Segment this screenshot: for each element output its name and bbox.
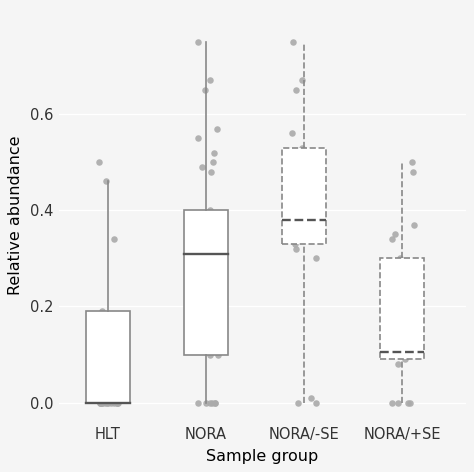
Point <box>394 399 402 406</box>
Point <box>95 159 103 166</box>
Point <box>209 399 216 406</box>
Point <box>398 346 406 354</box>
Point <box>102 177 110 185</box>
Point <box>310 230 318 238</box>
Point <box>307 394 315 402</box>
Point <box>208 250 216 257</box>
Point <box>207 226 214 233</box>
Point <box>312 399 319 406</box>
Point <box>190 278 198 286</box>
Point <box>113 399 121 406</box>
Point <box>115 399 122 406</box>
Point <box>206 76 214 84</box>
Point <box>99 399 106 406</box>
Bar <box>86 311 130 403</box>
Bar <box>282 148 326 244</box>
Point <box>388 236 396 243</box>
Point <box>97 399 104 406</box>
Point <box>304 159 312 166</box>
Point <box>290 202 297 209</box>
Point <box>298 144 306 152</box>
Point <box>294 399 302 406</box>
Point <box>396 254 404 262</box>
Y-axis label: Relative abundance: Relative abundance <box>9 135 23 295</box>
Point <box>403 341 411 349</box>
Point <box>93 375 101 382</box>
Point <box>202 399 210 406</box>
Point <box>410 298 418 305</box>
Point <box>297 163 305 171</box>
Point <box>288 130 296 137</box>
Point <box>206 399 213 406</box>
Point <box>213 125 221 132</box>
Point <box>198 163 206 171</box>
Point <box>206 351 214 358</box>
Point <box>291 240 298 248</box>
Point <box>391 230 399 238</box>
Point <box>104 399 111 406</box>
Point <box>394 361 402 368</box>
Point <box>404 399 412 406</box>
Point <box>107 399 114 406</box>
Point <box>195 38 202 46</box>
Point <box>194 135 202 142</box>
Point <box>289 216 297 224</box>
Point <box>192 236 200 243</box>
Point <box>289 38 296 46</box>
Bar <box>380 258 424 359</box>
Point <box>211 399 219 406</box>
Point <box>96 399 103 406</box>
Point <box>211 254 219 262</box>
Point <box>197 230 204 238</box>
Point <box>407 399 414 406</box>
Point <box>194 399 201 406</box>
X-axis label: Sample group: Sample group <box>206 449 318 464</box>
Point <box>292 86 300 94</box>
Point <box>96 399 104 406</box>
Point <box>410 221 418 228</box>
Point <box>98 399 106 406</box>
Point <box>299 76 306 84</box>
Point <box>206 207 214 214</box>
Point <box>292 245 300 253</box>
Point <box>194 211 202 219</box>
Point <box>196 341 203 349</box>
Point <box>388 399 396 406</box>
Bar <box>184 211 228 354</box>
Point <box>104 399 112 406</box>
Point <box>205 254 213 262</box>
Point <box>110 399 118 406</box>
Point <box>401 355 409 363</box>
Point <box>211 216 219 224</box>
Point <box>395 351 403 358</box>
Point <box>301 207 309 214</box>
Point <box>289 226 297 233</box>
Point <box>207 168 215 176</box>
Point <box>114 399 121 406</box>
Point <box>102 399 109 406</box>
Point <box>214 351 222 358</box>
Point <box>397 284 405 291</box>
Point <box>201 86 209 94</box>
Point <box>99 307 106 315</box>
Point <box>110 236 118 243</box>
Point <box>312 254 320 262</box>
Point <box>190 240 197 248</box>
Point <box>210 159 217 166</box>
Point <box>410 168 417 176</box>
Point <box>408 159 415 166</box>
Point <box>210 149 218 156</box>
Point <box>396 351 403 358</box>
Point <box>211 399 219 406</box>
